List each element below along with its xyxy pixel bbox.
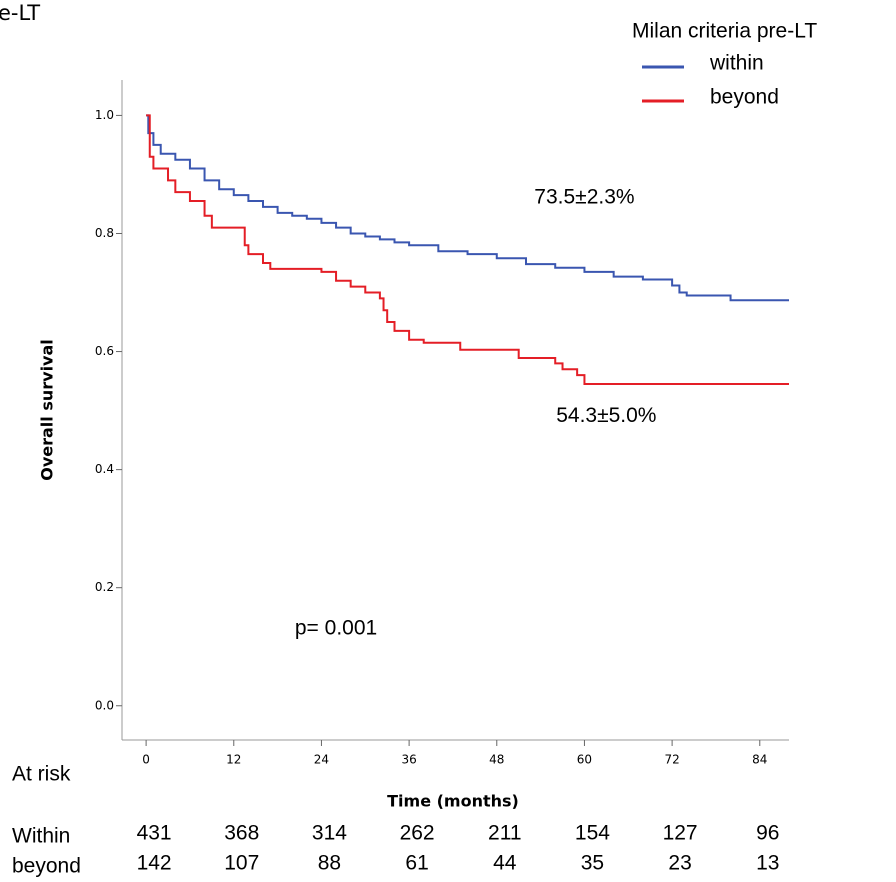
at-risk-count: 314 <box>312 822 347 845</box>
at-risk-count: 154 <box>575 822 610 845</box>
y-tick-label: 1.0 <box>95 108 114 122</box>
x-tick-label: 0 <box>142 753 150 767</box>
y-tick-label: 0.8 <box>95 226 114 240</box>
x-tick-label: 36 <box>401 753 416 767</box>
at-risk-count: 431 <box>137 822 172 845</box>
at-risk-count: 35 <box>581 852 604 875</box>
at-risk-count: 61 <box>405 852 428 875</box>
at-risk-count: 262 <box>400 822 435 845</box>
at-risk-row-label: Within <box>12 825 70 848</box>
x-tick-label: 60 <box>577 753 592 767</box>
corner-text: e-LT <box>0 1 40 25</box>
at-risk-count: 211 <box>488 822 521 845</box>
y-tick-label: 0.6 <box>95 344 114 358</box>
y-tick-label: 0.2 <box>95 580 114 594</box>
y-tick-label: 0.4 <box>95 462 114 476</box>
at-risk-count: 44 <box>493 852 517 875</box>
x-tick-label: 72 <box>664 753 679 767</box>
at-risk-count: 127 <box>663 822 698 845</box>
legend-label: beyond <box>710 86 779 109</box>
x-tick-label: 84 <box>752 753 767 767</box>
x-tick-label: 12 <box>226 753 241 767</box>
at-risk-title: At risk <box>12 763 71 786</box>
x-axis-title: Time (months) <box>387 792 519 811</box>
annotation: 54.3±5.0% <box>556 404 656 427</box>
survival-curve <box>146 114 789 386</box>
survival-curve <box>146 114 789 302</box>
y-axis-title: Overall survival <box>38 339 57 481</box>
x-tick-label: 24 <box>314 753 329 767</box>
at-risk-count: 88 <box>318 852 341 875</box>
x-tick-label: 48 <box>489 753 504 767</box>
legend-title: Milan criteria pre-LT <box>632 20 817 43</box>
y-tick-label: 0.0 <box>95 698 114 712</box>
annotation: p= 0.001 <box>295 617 377 640</box>
at-risk-count: 96 <box>756 822 779 845</box>
at-risk-count: 107 <box>224 852 259 875</box>
legend-label: within <box>709 52 764 75</box>
annotation: 73.5±2.3% <box>534 186 634 209</box>
at-risk-count: 142 <box>137 852 172 875</box>
at-risk-row-label: beyond <box>12 855 81 878</box>
at-risk-count: 13 <box>756 852 779 875</box>
at-risk-count: 368 <box>224 822 259 845</box>
at-risk-count: 23 <box>668 852 691 875</box>
